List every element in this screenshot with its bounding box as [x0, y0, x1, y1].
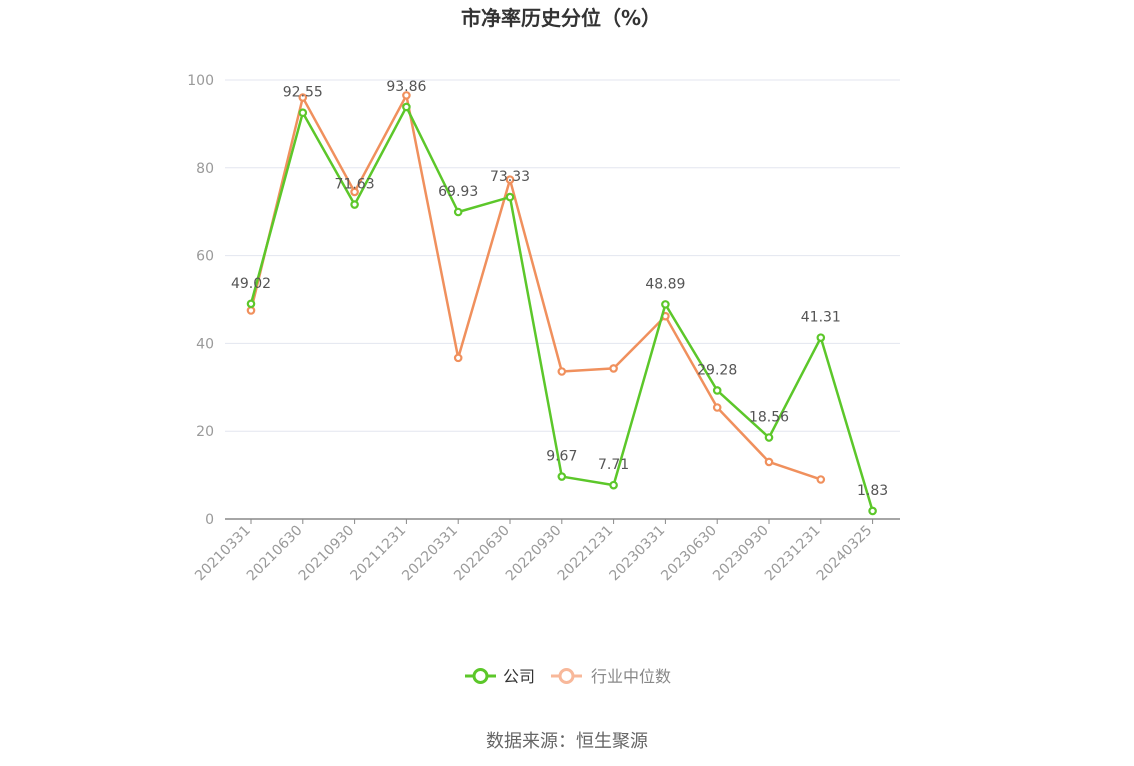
legend-company-label: 公司 — [503, 667, 535, 686]
series-0-point-8[interactable] — [661, 300, 670, 309]
x-tick-label-6: 20220930 — [503, 523, 565, 585]
series-0-point-1[interactable] — [298, 108, 308, 118]
y-tick-label-4: 80 — [196, 161, 214, 177]
data-label-layer: 49.02 92.55 71.63 93.86 69.93 73.33 9.67 7.71 48… — [231, 79, 888, 499]
series-0-point-9[interactable] — [712, 386, 722, 395]
series-0-data-label-4: 69.93 — [438, 184, 478, 200]
axis-layer: 0204060801002021033120210630202109302021… — [187, 73, 900, 584]
y-tick-label-0: 0 — [205, 512, 214, 528]
series-layer — [246, 91, 877, 516]
series-0-point-5[interactable] — [505, 192, 515, 202]
series-0-point-12[interactable] — [868, 506, 877, 516]
series-0-data-label-6: 9.67 — [546, 449, 577, 465]
series-0-data-label-0: 49.02 — [231, 276, 271, 292]
x-tick-label-9: 20230630 — [658, 523, 720, 585]
series-0-point-7[interactable] — [609, 480, 618, 490]
series-0-data-label-1: 92.55 — [283, 85, 323, 101]
series-0-point-2[interactable] — [350, 200, 359, 209]
series-1-point-3[interactable] — [402, 91, 411, 100]
legend-item-company[interactable]: 公司 — [465, 667, 535, 686]
series-line-1 — [249, 94, 823, 481]
series-0-data-label-10: 18.56 — [749, 410, 789, 426]
series-1-point-1[interactable] — [298, 93, 308, 102]
x-tick-label-4: 20220331 — [399, 523, 461, 585]
x-tick-label-1: 20210630 — [244, 523, 306, 585]
series-1-point-4[interactable] — [453, 353, 463, 363]
series-0-data-label-11: 41.31 — [801, 310, 841, 326]
series-1-point-5[interactable] — [505, 175, 515, 184]
legend-company-marker — [472, 668, 489, 684]
series-0-point-6[interactable] — [557, 472, 567, 481]
series-0-data-label-2: 71.63 — [335, 177, 375, 193]
legend-industry-marker — [558, 668, 575, 684]
series-1-point-2[interactable] — [350, 187, 359, 197]
series-0-data-label-5: 73.33 — [490, 169, 530, 185]
x-tick-label-10: 20230930 — [710, 523, 772, 585]
series-0-data-label-9: 29.28 — [697, 362, 737, 378]
y-tick-label-1: 20 — [196, 424, 214, 440]
chart-title: 市净率历史分位（%） — [461, 6, 661, 30]
series-0-point-0[interactable] — [246, 299, 256, 309]
series-0-data-label-3: 93.86 — [386, 79, 426, 95]
x-tick-label-2: 20210930 — [296, 523, 358, 585]
x-tick-label-5: 20220630 — [451, 523, 513, 585]
series-0-point-11[interactable] — [816, 333, 826, 342]
legend-item-industry-median[interactable]: 行业中位数 — [551, 667, 671, 686]
series-1-point-6[interactable] — [557, 367, 567, 376]
legend: 公司 行业中位数 — [465, 667, 671, 686]
series-0-point-3[interactable] — [402, 102, 411, 112]
series-1-point-9[interactable] — [712, 403, 722, 412]
y-tick-label-3: 60 — [196, 249, 214, 265]
x-tick-label-7: 20221231 — [555, 523, 617, 585]
data-source: 数据来源：恒生聚源 — [486, 731, 648, 752]
series-1-point-10[interactable] — [764, 457, 774, 467]
series-1-point-0[interactable] — [246, 306, 256, 315]
y-tick-label-2: 40 — [196, 336, 214, 352]
series-1-point-7[interactable] — [609, 364, 618, 373]
series-0-data-label-7: 7.71 — [598, 457, 629, 473]
series-0-data-label-8: 48.89 — [645, 276, 685, 292]
series-0-data-label-12: 1.83 — [857, 483, 888, 499]
legend-industry-label: 行业中位数 — [591, 667, 671, 686]
series-0-point-10[interactable] — [764, 433, 774, 442]
series-1-point-11[interactable] — [816, 475, 826, 484]
grid-layer — [225, 79, 900, 432]
x-tick-label-12: 20240325 — [814, 523, 876, 585]
x-tick-label-0: 20210331 — [192, 523, 254, 585]
x-tick-label-11: 20231231 — [762, 523, 824, 585]
series-0-point-4[interactable] — [453, 207, 463, 217]
y-tick-label-5: 100 — [187, 73, 214, 89]
